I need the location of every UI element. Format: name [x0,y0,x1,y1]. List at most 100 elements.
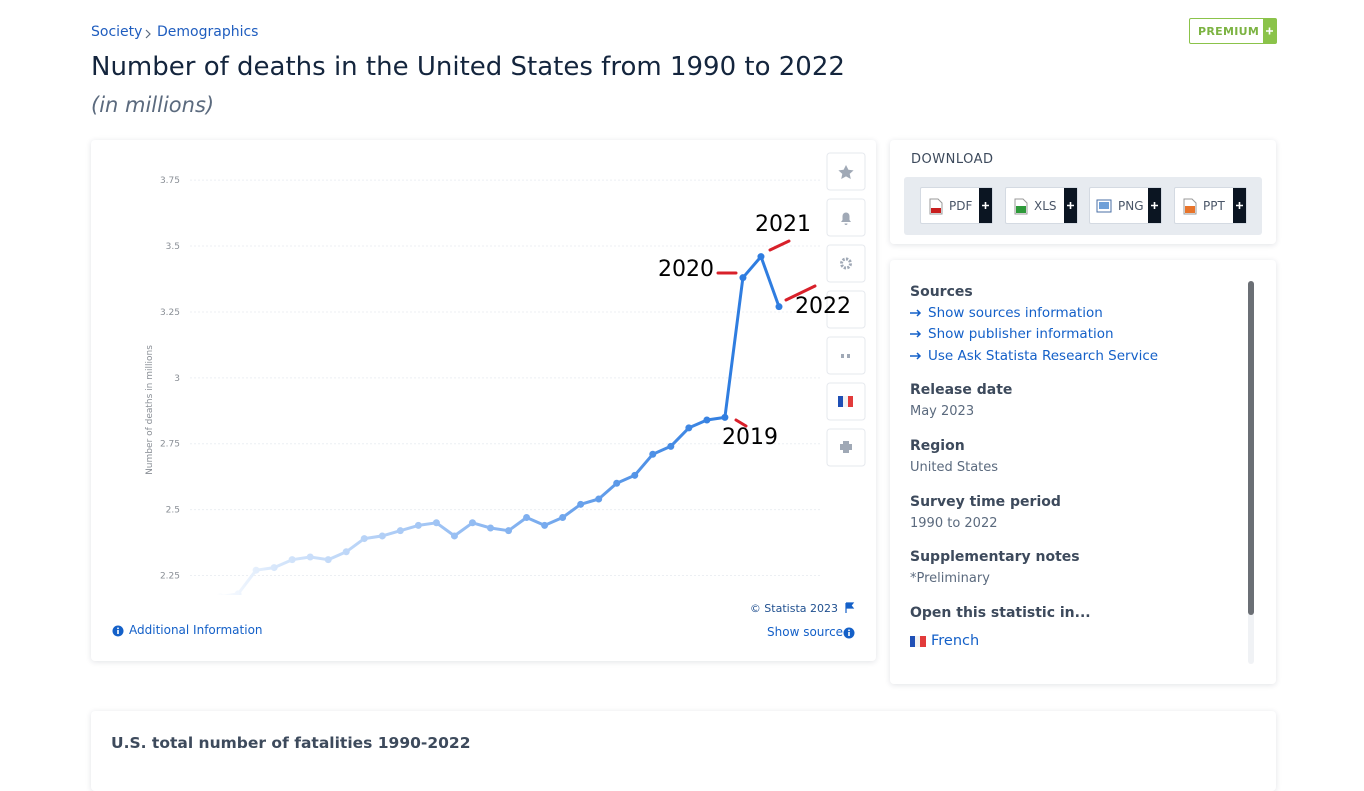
annotation-stroke [768,239,791,252]
download-box: PDF XLS PNG PPT [904,177,1262,235]
settings-button[interactable] [826,244,866,283]
data-point [559,513,567,521]
premium-button[interactable]: PREMIUM [1189,18,1277,44]
page-body: Society Demographics PREMIUM Number of d… [91,18,1277,752]
data-point [252,566,260,574]
breadcrumb-separator [145,29,151,39]
data-point [216,593,224,595]
chart-toolbar [826,152,866,467]
data-point [487,524,494,532]
annotation: 2019 [722,425,778,450]
data-point [757,253,765,261]
download-plus [1233,188,1246,223]
data-point [775,303,783,311]
data-point [739,274,747,282]
data-point [414,521,422,529]
data-line [220,255,781,595]
download-plus [979,188,992,223]
data-point [306,553,314,561]
star-icon [838,165,854,180]
detail-label: Release date [910,382,1013,398]
premium-plus [1263,19,1276,43]
flag-icon [848,396,853,407]
download-button[interactable]: PNG [1089,187,1162,224]
chart-credit: © Statista 2023 [750,602,838,615]
detail-label: Survey time period [910,494,1061,510]
sources-title: Sources [910,284,973,300]
data-point [432,519,440,527]
y-tick-label: 2.75 [160,440,180,450]
flag-report-icon[interactable] [845,602,855,613]
open-language-link[interactable]: French [931,633,980,649]
data-point [288,556,296,564]
data-point [450,532,458,540]
page-subtitle: (in millions) [91,93,215,117]
additional-info-link[interactable]: Additional Information [129,623,263,637]
download-card: DOWNLOAD PDF XLS PNG PPT [890,140,1276,244]
data-point [378,532,386,540]
download-title: DOWNLOAD [911,152,994,167]
data-point [685,424,693,432]
info-icon [843,627,855,639]
data-point [523,513,531,521]
data-point [667,442,675,450]
data-point [505,527,513,535]
file-icon [1014,198,1028,215]
chart-card: 2.25 2.5 2.75 3 3.25 3.5 3.75 Number of deaths … [91,140,876,661]
flag-icon [838,396,843,407]
file-icon [929,198,943,215]
file-icon [1096,199,1112,213]
data-point [703,416,711,424]
cite-button[interactable] [826,336,866,375]
chart: 2.25 2.5 2.75 3 3.25 3.5 3.75 Number of deaths … [145,152,866,615]
data-point [342,548,350,556]
detail-value: May 2023 [910,404,975,419]
print-icon [840,441,852,453]
data-point [631,471,639,479]
annotation: 2020 [658,257,714,282]
details-card: Sources Show sources information Show pu… [890,260,1276,684]
download-button[interactable]: PDF [920,187,993,224]
download-format: PDF [949,199,973,213]
download-button[interactable]: XLS [1005,187,1078,224]
breadcrumb-link[interactable]: Demographics [157,24,259,40]
annotation-stroke [734,418,748,428]
data-point [396,527,404,535]
data-point [721,413,729,421]
annotations [716,239,817,428]
bell-icon [841,212,851,225]
annotation-stroke [784,284,817,302]
y-tick-label: 3.5 [166,242,180,252]
open-title: Open this statistic in... [910,605,1091,621]
flag-icon [843,396,848,407]
share-button[interactable] [826,290,866,329]
data-point [541,521,549,529]
data-point [324,556,332,564]
download-plus [1148,188,1161,223]
detail-label: Region [910,438,965,454]
data-point [234,590,242,595]
quote-icon [841,354,850,358]
info-icon [112,625,124,637]
source-link[interactable]: Show sources information [928,305,1103,321]
download-format: PNG [1118,199,1144,213]
data-point [595,495,603,503]
download-button[interactable]: PPT [1174,187,1247,224]
data-point [613,479,621,487]
scrollbar-thumb[interactable] [1248,281,1254,615]
annotation: 2022 [795,294,851,319]
data-point [649,450,657,458]
detail-value: *Preliminary [910,571,990,586]
arrow-icon [910,352,922,360]
y-tick-label: 2.25 [160,571,180,581]
download-format: XLS [1034,199,1057,213]
source-link[interactable]: Show publisher information [928,326,1114,342]
file-icon [1183,198,1197,215]
show-source-link[interactable]: Show source [767,625,844,639]
y-axis-label: Number of deaths in millions [145,345,155,475]
breadcrumb-link[interactable]: Society [91,24,143,40]
premium-label: PREMIUM [1198,25,1260,38]
arrow-icon [910,309,922,317]
source-link[interactable]: Use Ask Statista Research Service [928,348,1159,364]
arrow-icon [910,330,922,338]
